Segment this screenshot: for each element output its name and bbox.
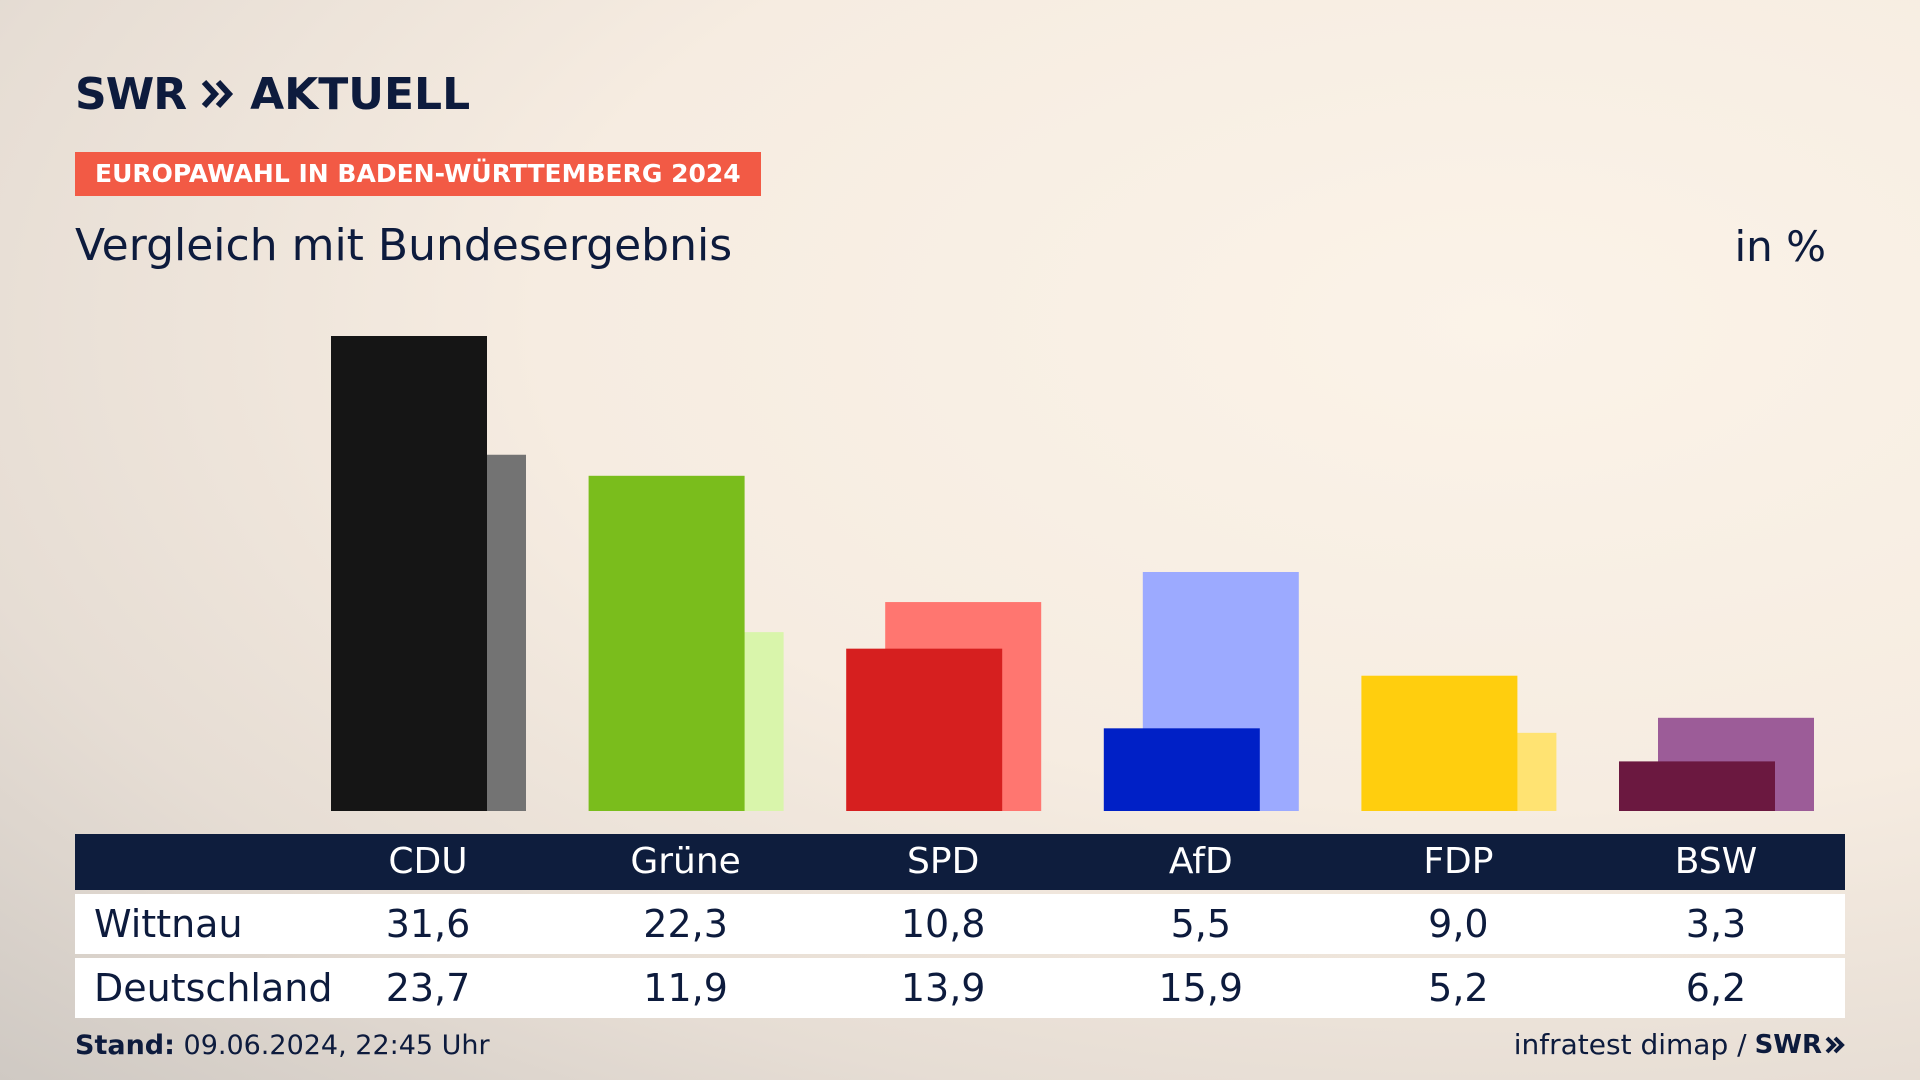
table-row-deutschland: Deutschland 23,7 11,9 13,9 15,9 5,2 6,2: [75, 958, 1845, 1018]
value-bsw-wittnau: 3,3: [1685, 902, 1747, 946]
stand-label: Stand:: [75, 1030, 175, 1061]
bar-bsw-wittnau: [1619, 761, 1775, 811]
value-cdu-wittnau: 31,6: [385, 902, 471, 946]
row-label-deutschland: Deutschland: [94, 966, 333, 1010]
value-spd-wittnau: 10,8: [900, 902, 986, 946]
brand-section: AKTUELL: [250, 68, 471, 120]
value-afd-wittnau: 5,5: [1170, 902, 1232, 946]
timestamp: Stand: 09.06.2024, 22:45 Uhr: [75, 1030, 490, 1061]
swr-aktuell-logo: SWR AKTUELL: [75, 66, 470, 122]
double-chevron-icon: [201, 79, 234, 109]
header-afd: AfD: [1168, 841, 1233, 882]
swr-small-logo-text: SWR: [1754, 1029, 1822, 1060]
header-spd: SPD: [907, 841, 980, 882]
value-gruene-wittnau: 22,3: [643, 902, 728, 946]
value-gruene-deutschland: 11,9: [643, 966, 728, 1010]
header-fdp: FDP: [1423, 841, 1494, 882]
header-cdu: CDU: [388, 841, 468, 882]
chart-title: Vergleich mit Bundesergebnis: [75, 220, 733, 271]
swr-logo-text: SWR: [75, 68, 187, 120]
bar-chart: [331, 336, 1814, 811]
bar-spd-wittnau: [846, 648, 1003, 811]
row-label-wittnau: Wittnau: [94, 902, 243, 946]
source-credit: infratest dimap / SWR: [1514, 1028, 1846, 1061]
bar-afd-wittnau: [1103, 728, 1260, 811]
value-afd-deutschland: 15,9: [1158, 966, 1244, 1010]
stand-value: 09.06.2024, 22:45 Uhr: [183, 1030, 490, 1061]
value-spd-deutschland: 13,9: [900, 966, 986, 1010]
bar-fdp-wittnau: [1361, 675, 1518, 811]
value-fdp-deutschland: 5,2: [1428, 966, 1489, 1010]
value-bsw-deutschland: 6,2: [1685, 966, 1747, 1010]
source-text: infratest dimap /: [1513, 1028, 1747, 1061]
header-bsw: BSW: [1674, 841, 1758, 882]
unit-label: in %: [1734, 222, 1826, 271]
value-cdu-deutschland: 23,7: [385, 966, 471, 1010]
value-fdp-wittnau: 9,0: [1428, 902, 1489, 946]
table-header: CDU Grüne SPD AfD FDP BSW: [75, 834, 1845, 890]
double-chevron-icon: [1825, 1036, 1845, 1053]
bar-gruene-wittnau: [588, 475, 745, 811]
election-badge: EUROPAWAHL IN BADEN-WÜRTTEMBERG 2024: [75, 152, 761, 196]
swr-small-logo: SWR: [1755, 1030, 1846, 1060]
header-gruene: Grüne: [630, 841, 741, 882]
results-table: CDU Grüne SPD AfD FDP BSW Wittnau 31,6 22,3 10,…: [75, 834, 1845, 1018]
bar-cdu-wittnau: [331, 336, 487, 811]
table-row-wittnau: Wittnau 31,6 22,3 10,8 5,5 9,0 3,3: [75, 894, 1845, 954]
